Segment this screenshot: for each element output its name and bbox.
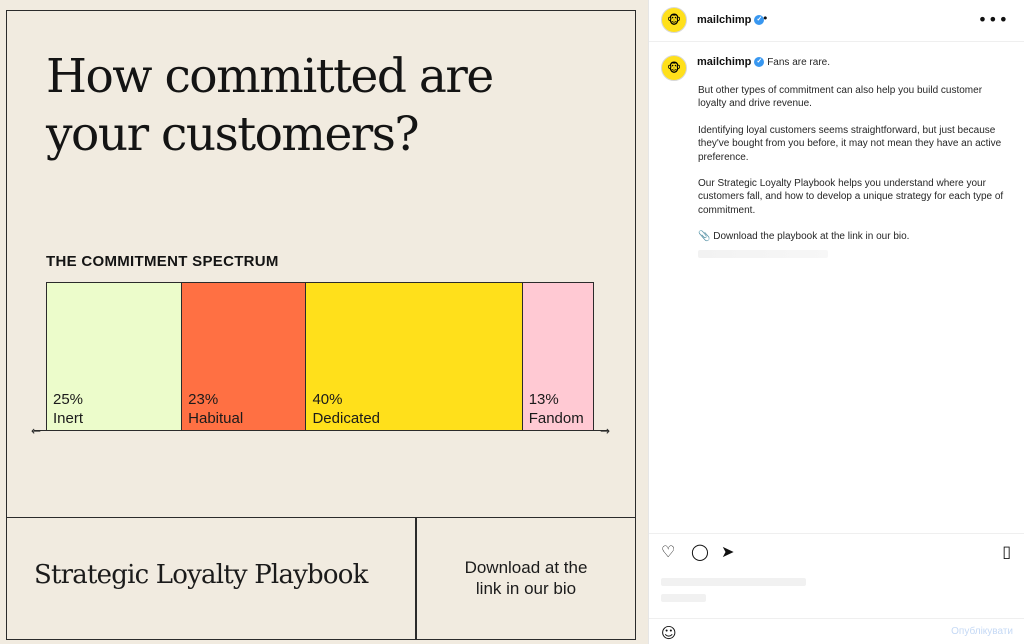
segment-label: Dedicated: [312, 410, 381, 427]
heart-icon[interactable]: ♡: [661, 542, 676, 561]
mailchimp-logo-icon: 🐵: [667, 61, 681, 75]
headline-line-2: your customers?: [46, 107, 420, 162]
caption-faded-line: [698, 250, 828, 258]
header-separator: •: [762, 12, 769, 25]
likes-blurred: [661, 578, 806, 586]
comment-input[interactable]: [687, 624, 927, 640]
spectrum-title: THE COMMITMENT SPECTRUM: [46, 253, 279, 270]
segment-inert: 25% Inert: [47, 283, 183, 430]
send-icon[interactable]: ➤: [721, 542, 735, 561]
bottom-divider: [415, 517, 417, 640]
segment-dedicated: 40% Dedicated: [306, 283, 523, 430]
segment-fandom: 13% Fandom: [522, 283, 593, 430]
comment-row: ☺ Опублікувати: [649, 618, 1024, 644]
post-side-panel: 🐵 mailchimp ✓ • ••• 🐵 mailchimp ✓ Fans are…: [648, 0, 1024, 644]
caption-paragraph: Our Strategic Loyalty Playbook helps you…: [698, 178, 1004, 216]
playbook-title: Strategic Loyalty Playbook: [34, 560, 368, 590]
verified-icon: ✓: [754, 57, 765, 68]
verified-icon: ✓: [754, 15, 765, 26]
avatar[interactable]: 🐵: [661, 7, 687, 33]
caption-paragraph: 📎 Download the playbook at the link in o…: [698, 231, 910, 243]
caption-lead: Fans are rare.: [767, 57, 830, 68]
emoji-icon[interactable]: ☺: [661, 624, 677, 642]
download-line-1: Download at the: [464, 558, 588, 577]
bookmark-icon[interactable]: ▯: [1002, 542, 1011, 561]
image-frame: [6, 10, 636, 640]
caption-body: But other types of commitment can also h…: [698, 84, 1004, 257]
segment-percent: 25%: [53, 391, 84, 408]
post-image: How committed are your customers? THE CO…: [0, 0, 648, 644]
post-header: 🐵 mailchimp ✓ • •••: [649, 0, 1024, 42]
username-link[interactable]: mailchimp ✓: [697, 14, 765, 26]
comment-icon[interactable]: ◯: [691, 542, 709, 561]
spectrum-axis: [34, 430, 608, 431]
mailchimp-logo-icon: 🐵: [667, 13, 681, 27]
segment-percent: 23%: [188, 391, 219, 408]
bottom-band: [6, 517, 636, 640]
caption-first-line: mailchimp ✓ Fans are rare.: [697, 56, 830, 68]
segment-label: Fandom: [528, 410, 584, 427]
segment-percent: 40%: [312, 391, 343, 408]
arrow-left-icon: ←: [31, 424, 42, 438]
headline: How committed are your customers?: [46, 48, 606, 164]
caption-paragraph: Identifying loyal customers seems straig…: [698, 124, 1002, 163]
caption-username-link[interactable]: mailchimp ✓: [697, 56, 765, 68]
download-line-2: link in our bio: [475, 579, 577, 598]
action-bar: ♡ ◯ ➤ ▯ ☺ Опублікувати: [649, 533, 1024, 644]
download-cta: Download at the link in our bio: [440, 557, 612, 599]
more-options-icon[interactable]: •••: [977, 10, 1009, 29]
headline-line-1: How committed are: [46, 49, 494, 104]
segment-habitual: 23% Habitual: [182, 283, 307, 430]
caption-avatar[interactable]: 🐵: [661, 55, 687, 81]
publish-button[interactable]: Опублікувати: [951, 626, 1013, 637]
segment-percent: 13%: [528, 391, 559, 408]
arrow-right-icon: →: [600, 424, 611, 438]
caption-paragraph: But other types of commitment can also h…: [698, 85, 983, 110]
date-blurred: [661, 594, 706, 602]
segment-label: Habitual: [188, 410, 244, 427]
segment-label: Inert: [53, 410, 84, 427]
commitment-spectrum: 25% Inert 23% Habitual 40% Dedicated 13%…: [46, 282, 594, 431]
